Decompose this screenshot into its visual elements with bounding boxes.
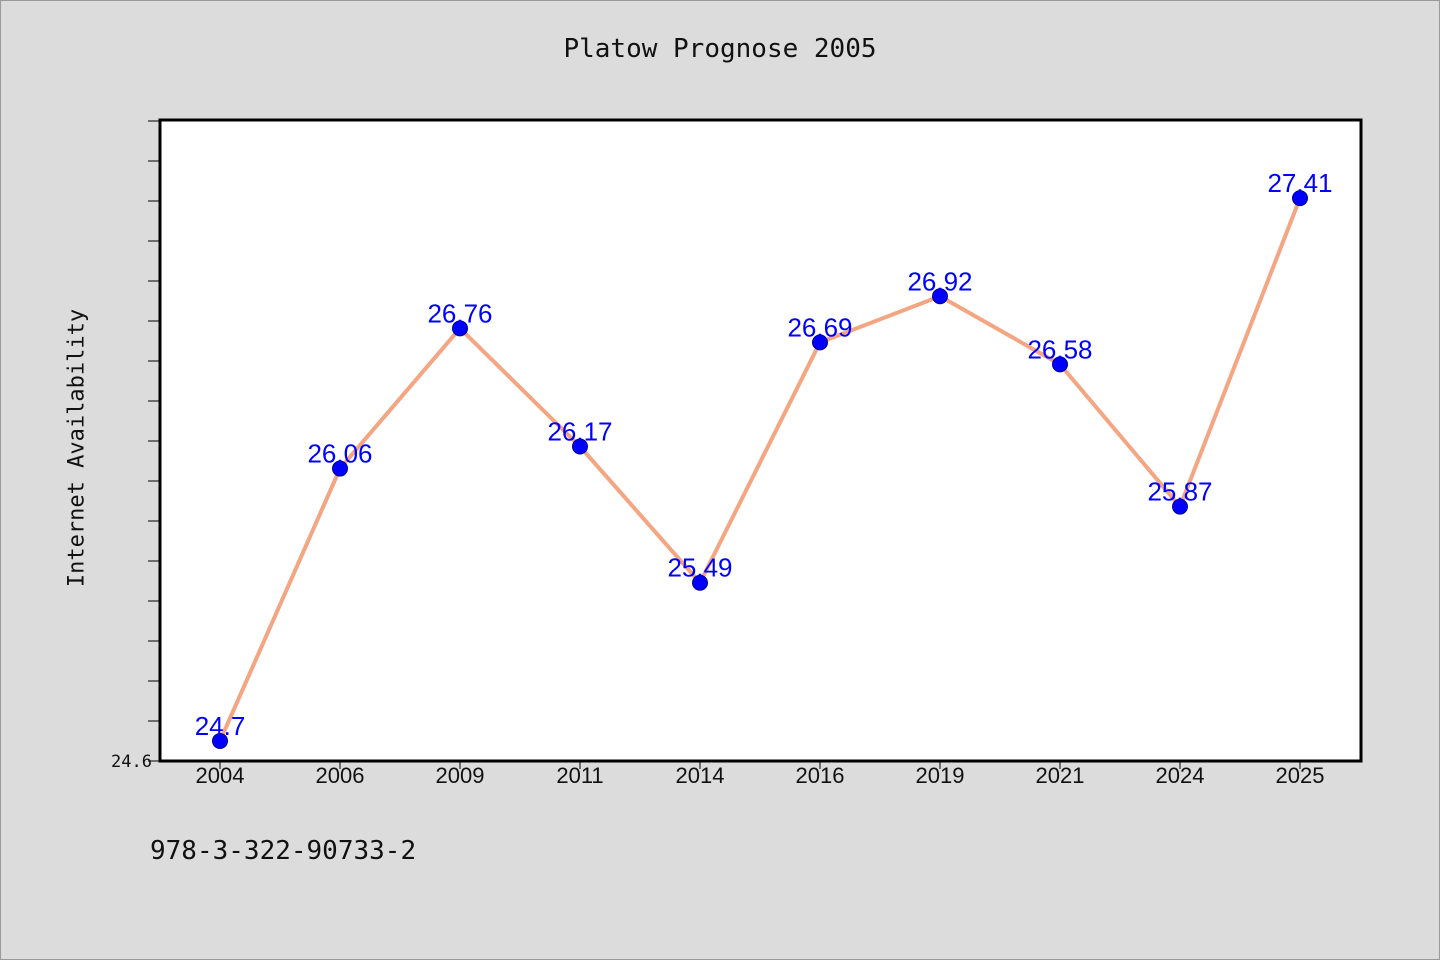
data-point	[932, 288, 948, 305]
data-point	[212, 732, 228, 749]
data-label: 25.49	[667, 553, 732, 583]
x-tick-label: 2011	[556, 763, 603, 788]
data-label: 26.58	[1027, 334, 1092, 364]
data-point	[332, 460, 348, 477]
data-label: 26.92	[907, 266, 972, 296]
data-label: 26.17	[547, 417, 612, 447]
plot-area	[158, 118, 1363, 763]
x-tick-label: 2019	[916, 763, 965, 788]
data-label: 26.76	[427, 298, 492, 328]
data-point	[692, 574, 708, 591]
data-label: 26.06	[307, 439, 372, 469]
x-tick-label: 2014	[676, 763, 725, 788]
data-point	[572, 438, 588, 455]
isbn-text: 978-3-322-90733-2	[150, 836, 417, 866]
data-point	[1052, 356, 1068, 373]
data-point	[1172, 498, 1188, 515]
x-tick-label: 2009	[436, 763, 485, 788]
y-tick-label: 24.6	[111, 752, 152, 772]
series-line	[218, 197, 1302, 742]
data-label: 27.41	[1267, 168, 1332, 198]
data-label: 24.7	[195, 711, 246, 741]
x-tick-label: 2025	[1276, 763, 1325, 788]
chart-title: Platow Prognose 2005	[563, 34, 877, 64]
data-point	[812, 334, 828, 351]
x-tick-label: 2006	[316, 763, 365, 788]
data-point	[452, 320, 468, 337]
x-tick-label: 2021	[1036, 763, 1085, 788]
x-tick-label: 2004	[196, 763, 245, 788]
data-point	[1292, 190, 1308, 207]
x-tick-label: 2016	[796, 763, 845, 788]
x-tick-label: 2024	[1156, 763, 1205, 788]
data-label: 26.69	[787, 312, 852, 342]
data-label: 25.87	[1147, 477, 1212, 507]
